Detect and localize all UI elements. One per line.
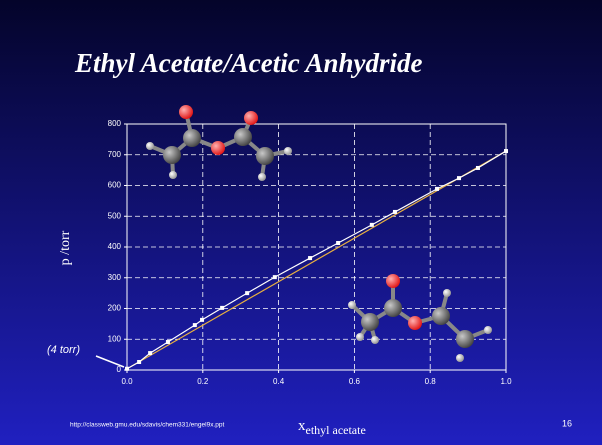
data-point bbox=[148, 351, 152, 355]
slide: Ethyl Acetate/Acetic Anhydride 010020030… bbox=[0, 0, 602, 445]
data-point bbox=[193, 323, 197, 327]
y-tick-label: 300 bbox=[108, 273, 122, 282]
y-tick-label: 400 bbox=[108, 242, 122, 251]
x-axis-label-subscript: ethyl acetate bbox=[306, 423, 366, 437]
data-point bbox=[137, 360, 141, 364]
x-tick-label: 0.8 bbox=[425, 377, 437, 386]
x-tick-label: 0.6 bbox=[349, 377, 361, 386]
y-tick-label: 800 bbox=[108, 119, 122, 128]
y-tick-label: 200 bbox=[108, 304, 122, 313]
data-point bbox=[166, 340, 170, 344]
data-point bbox=[308, 256, 312, 260]
x-tick-label: 0.0 bbox=[121, 377, 133, 386]
data-point bbox=[245, 291, 249, 295]
x-tick-label: 0.4 bbox=[273, 377, 285, 386]
data-point bbox=[393, 210, 397, 214]
data-point bbox=[435, 187, 439, 191]
data-point bbox=[220, 306, 224, 310]
y-tick-label: 700 bbox=[108, 150, 122, 159]
data-point bbox=[504, 149, 508, 153]
x-tick-label: 1.0 bbox=[500, 377, 512, 386]
y-tick-label: 100 bbox=[108, 334, 122, 343]
data-point bbox=[336, 241, 340, 245]
y-axis-label: p /torr bbox=[58, 230, 73, 265]
data-point bbox=[370, 223, 374, 227]
source-url: http://classweb.gmu.edu/sdavis/chem331/e… bbox=[70, 422, 224, 429]
page-number: 16 bbox=[562, 418, 572, 428]
data-point bbox=[273, 275, 277, 279]
data-point bbox=[476, 166, 480, 170]
data-point bbox=[200, 318, 204, 322]
data-point bbox=[457, 176, 461, 180]
title: Ethyl Acetate/Acetic Anhydride bbox=[74, 48, 422, 78]
y-tick-label: 500 bbox=[108, 211, 122, 220]
y-tick-label: 600 bbox=[108, 181, 122, 190]
data-point bbox=[125, 367, 129, 371]
annotation: (4 torr) bbox=[47, 344, 80, 356]
x-tick-label: 0.2 bbox=[197, 377, 209, 386]
